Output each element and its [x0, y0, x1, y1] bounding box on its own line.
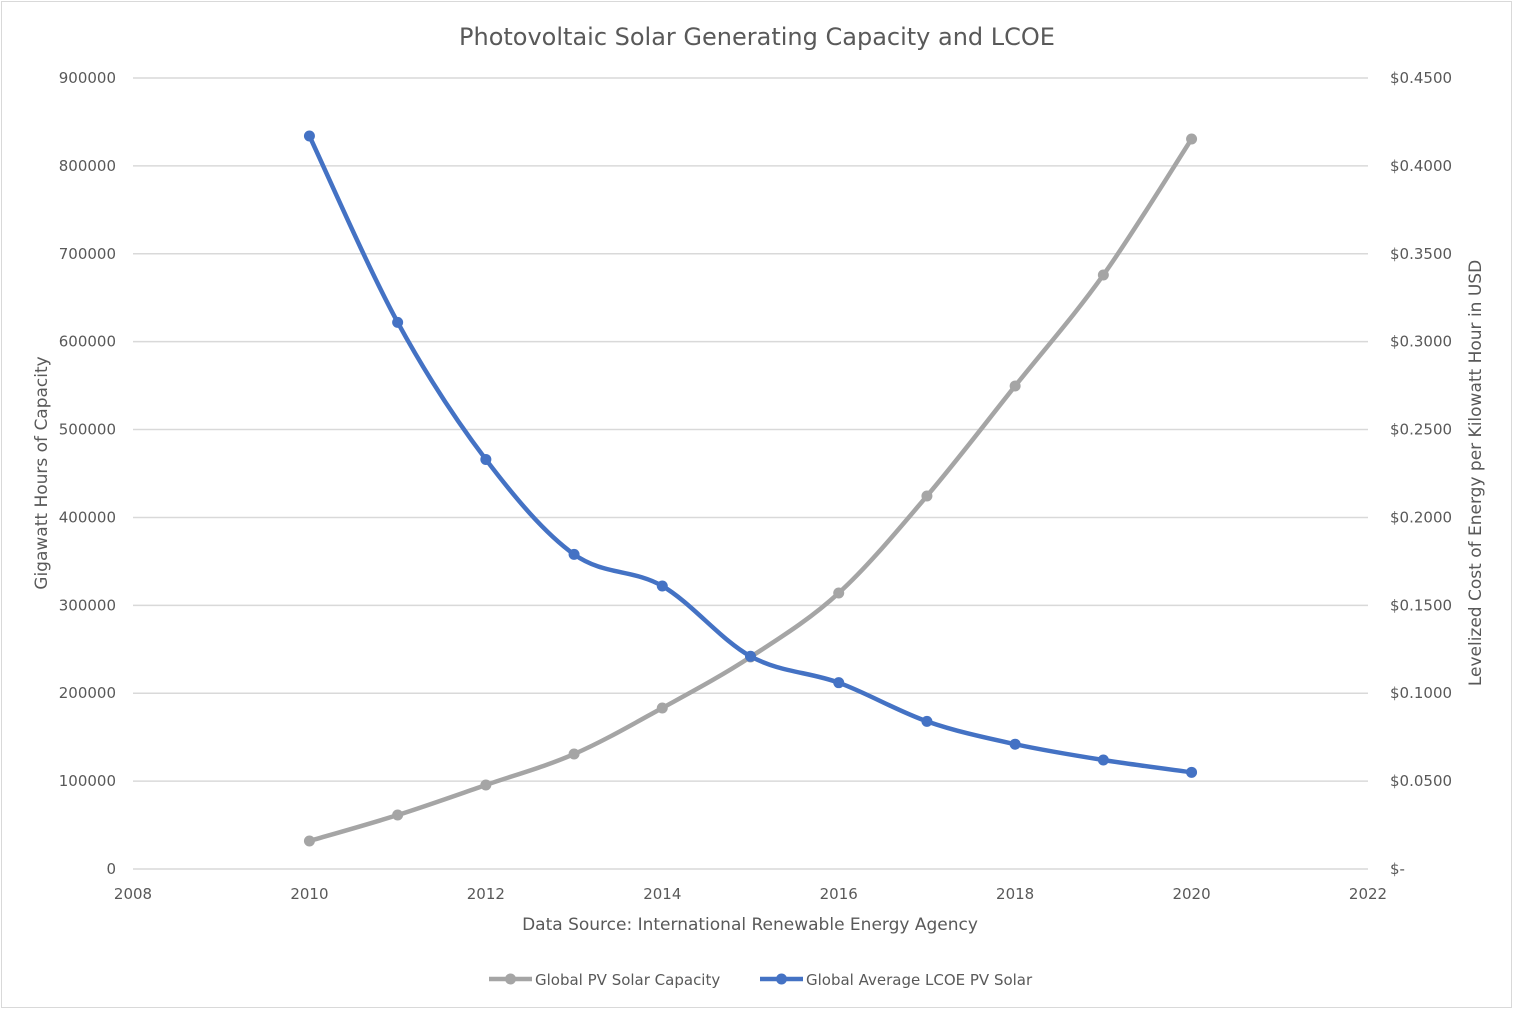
y-tick-label: 600000 [59, 333, 116, 351]
series-line [307, 133, 1194, 775]
y-tick-label: 0 [106, 860, 116, 878]
data-point [833, 587, 845, 599]
y-tick-label: 400000 [59, 508, 116, 526]
data-point [921, 715, 933, 727]
data-point [656, 702, 668, 714]
y-tick-label: 300000 [59, 596, 116, 614]
y2-axis-ticks: $- $0.0500 $0.1000 $0.1500 $0.2000 $0.2500 $0.… [1390, 69, 1452, 878]
data-point [1009, 738, 1021, 750]
data-point [1097, 754, 1109, 766]
legend-label: Global PV Solar Capacity [535, 971, 720, 989]
x-tick-label: 2018 [996, 885, 1034, 903]
data-point [745, 650, 756, 662]
data-point [1186, 133, 1198, 145]
y-axis-ticks: 0 100000 200000 300000 400000 500000 600000 700… [59, 69, 116, 878]
y2-tick-label: $0.1000 [1390, 684, 1452, 702]
data-point [1097, 269, 1109, 281]
data-point [568, 748, 580, 760]
x-tick-label: 2020 [1172, 885, 1210, 903]
y2-tick-label: $0.0500 [1390, 772, 1452, 790]
data-point [833, 677, 845, 689]
legend: Global PV Solar Capacity Global Average L… [489, 971, 1033, 989]
y-axis-title: Gigawatt Hours of Capacity [32, 356, 52, 589]
y-tick-label: 700000 [59, 245, 116, 263]
data-point [921, 490, 933, 502]
gridlines [133, 77, 1368, 870]
chart-title: Photovoltaic Solar Generating Capacity a… [459, 23, 1055, 51]
data-point [656, 580, 668, 592]
x-tick-label: 2014 [643, 885, 681, 903]
legend-item-capacity: Global PV Solar Capacity [489, 971, 720, 989]
y-tick-label: 200000 [59, 684, 116, 702]
x-axis-title: Data Source: International Renewable Ene… [522, 915, 978, 935]
y-tick-label: 800000 [59, 157, 116, 175]
data-point [1186, 766, 1198, 778]
data-point [480, 453, 492, 465]
series-capacity [303, 133, 1198, 847]
x-tick-label: 2010 [290, 885, 328, 903]
y2-tick-label: $0.3000 [1390, 333, 1452, 351]
x-tick-label: 2022 [1349, 885, 1387, 903]
x-tick-label: 2008 [114, 885, 152, 903]
y2-tick-label: $0.4500 [1390, 69, 1452, 87]
data-point [392, 809, 404, 821]
data-point [568, 548, 580, 560]
data-point [480, 779, 492, 791]
x-tick-label: 2012 [467, 885, 505, 903]
x-tick-label: 2016 [820, 885, 858, 903]
y-tick-label: 900000 [59, 69, 116, 87]
y2-tick-label: $0.4000 [1390, 157, 1452, 175]
data-point [303, 130, 315, 142]
y-tick-label: 500000 [59, 421, 116, 439]
legend-label: Global Average LCOE PV Solar [806, 971, 1033, 989]
y2-tick-label: $0.2500 [1390, 421, 1452, 439]
y2-axis-title: Levelized Cost of Energy per Kilowatt Ho… [1466, 260, 1486, 686]
data-point [1009, 380, 1021, 392]
y2-tick-label: $0.3500 [1390, 245, 1452, 263]
series-line [307, 136, 1194, 844]
data-point [303, 835, 315, 847]
y-tick-label: 100000 [59, 772, 116, 790]
x-axis-ticks: 2008 2010 2012 2014 2016 2018 2020 2022 [114, 885, 1387, 903]
legend-item-lcoe: Global Average LCOE PV Solar [760, 971, 1033, 989]
y2-tick-label: $- [1390, 860, 1405, 878]
series-layer [303, 130, 1198, 847]
y2-tick-label: $0.1500 [1390, 596, 1452, 614]
legend-marker [505, 973, 516, 985]
series-lcoe [303, 130, 1198, 778]
legend-marker [776, 973, 787, 985]
y2-tick-label: $0.2000 [1390, 508, 1452, 526]
data-point [392, 316, 404, 328]
